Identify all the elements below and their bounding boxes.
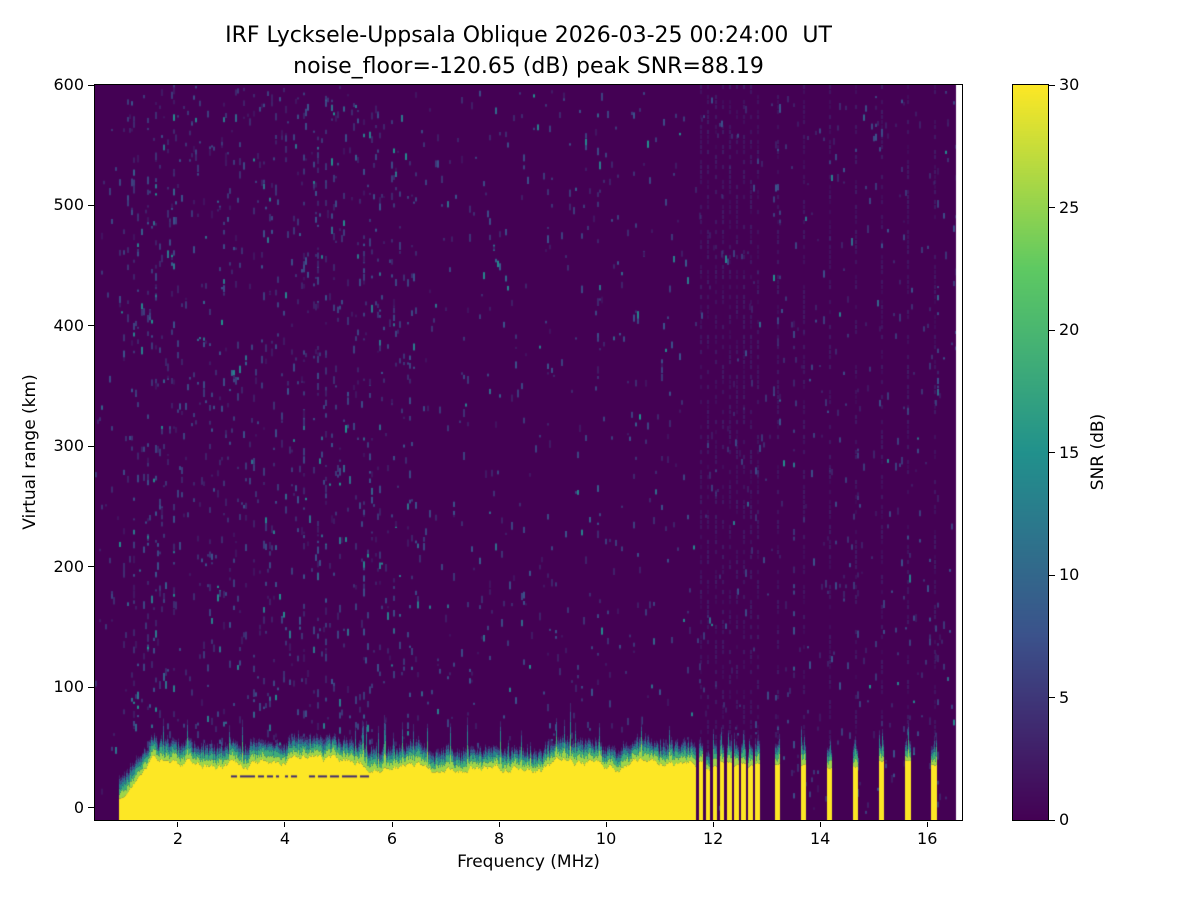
y-tick-mark xyxy=(88,445,94,447)
y-tick-label: 300 xyxy=(53,436,84,456)
colorbar-tick-mark xyxy=(1049,452,1055,453)
y-tick-label: 0 xyxy=(73,797,84,817)
chart-title: IRF Lycksele-Uppsala Oblique 2026-03-25 … xyxy=(225,23,832,48)
y-tick-mark xyxy=(88,325,94,327)
colorbar-tick-mark xyxy=(1049,207,1055,208)
x-axis-label: Frequency (MHz) xyxy=(457,852,600,872)
x-tick-label: 2 xyxy=(172,829,184,848)
title-block: IRF Lycksele-Uppsala Oblique 2026-03-25 … xyxy=(95,20,962,82)
x-tick-label: 6 xyxy=(386,829,398,848)
colorbar-tick-mark xyxy=(1049,84,1055,86)
colorbar-tick-label: 0 xyxy=(1059,810,1070,829)
x-tick-label: 8 xyxy=(493,829,505,848)
heatmap-canvas xyxy=(95,85,962,820)
colorbar-tick-mark xyxy=(1049,329,1055,331)
colorbar-tick-label: 20 xyxy=(1059,320,1080,339)
y-tick-label: 100 xyxy=(53,677,84,697)
x-tick-mark xyxy=(498,822,500,827)
y-tick-mark xyxy=(88,84,94,86)
colorbar-tick-mark xyxy=(1049,697,1055,698)
x-tick-label: 14 xyxy=(809,829,831,848)
y-tick-mark xyxy=(88,566,94,568)
plot-area xyxy=(94,84,963,821)
colorbar-tick-label: 10 xyxy=(1059,565,1080,584)
x-tick-label: 12 xyxy=(702,829,724,848)
colorbar-tick-label: 5 xyxy=(1059,687,1070,707)
y-tick-mark xyxy=(88,686,94,688)
colorbar-tick-label: 25 xyxy=(1059,197,1080,217)
x-tick-mark xyxy=(391,822,393,827)
x-tick-mark xyxy=(712,822,714,827)
colorbar-tick-label: 15 xyxy=(1059,442,1080,462)
y-tick-label: 400 xyxy=(53,315,84,335)
y-tick-mark xyxy=(88,807,94,809)
x-tick-mark xyxy=(819,822,821,827)
colorbar-canvas xyxy=(1013,85,1048,820)
colorbar xyxy=(1012,84,1049,821)
x-tick-mark xyxy=(284,822,286,827)
colorbar-tick-label: 30 xyxy=(1059,75,1080,94)
x-tick-label: 4 xyxy=(279,829,291,848)
y-tick-label: 600 xyxy=(53,75,84,94)
y-tick-mark xyxy=(88,204,94,206)
colorbar-tick-mark xyxy=(1049,574,1055,576)
x-tick-label: 10 xyxy=(595,829,617,848)
x-tick-mark xyxy=(177,822,179,827)
colorbar-tick-mark xyxy=(1049,819,1055,821)
x-tick-mark xyxy=(605,822,607,827)
x-tick-mark xyxy=(926,822,928,827)
y-tick-label: 500 xyxy=(53,195,84,215)
chart-subtitle: noise_floor=-120.65 (dB) peak SNR=88.19 xyxy=(293,54,764,79)
x-tick-label: 16 xyxy=(917,829,938,848)
y-tick-label: 200 xyxy=(53,556,84,576)
